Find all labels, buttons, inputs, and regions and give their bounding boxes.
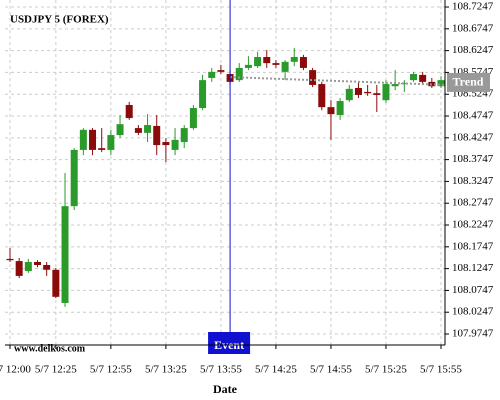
candle-body — [134, 128, 142, 133]
x-tick-label: 5/7 12:55 — [90, 364, 132, 376]
candle-body — [189, 108, 197, 129]
y-tick-label: 108.1247 — [452, 262, 494, 274]
candle-body — [34, 261, 42, 265]
x-tick-label: 5/7 12:00 — [0, 364, 31, 376]
trend-label: Trend — [453, 75, 484, 89]
candle-body — [327, 107, 335, 115]
x-tick-label: 5/7 12:25 — [35, 364, 77, 376]
x-tick-label: 5/7 13:55 — [200, 364, 242, 376]
candle-body — [272, 63, 280, 65]
y-tick-label: 108.4747 — [452, 110, 494, 122]
candle-body — [6, 258, 14, 261]
candle-body — [144, 125, 152, 133]
candle-body — [208, 71, 216, 78]
x-axis-label: Date — [213, 382, 238, 396]
y-tick-label: 108.2247 — [452, 219, 494, 231]
x-tick-label: 5/7 15:25 — [365, 364, 407, 376]
x-tick-label: 5/7 14:55 — [310, 364, 352, 376]
candle-body — [125, 104, 133, 119]
candle-body — [61, 206, 69, 303]
candle-body — [254, 57, 262, 67]
candle-body — [199, 80, 207, 109]
candle-body — [299, 57, 307, 68]
trend-label-box — [447, 72, 490, 92]
candle-body — [244, 64, 252, 68]
candle-body — [354, 87, 362, 95]
candle-body — [382, 84, 390, 101]
candle-body — [70, 149, 78, 207]
candle-body — [281, 61, 289, 72]
y-tick-label: 107.9747 — [452, 328, 494, 340]
candle-body — [217, 70, 225, 72]
x-tick-label: 5/7 15:55 — [420, 364, 462, 376]
y-tick-label: 108.6747 — [452, 22, 494, 34]
y-tick-label: 108.3747 — [452, 153, 494, 165]
y-tick-label: 108.6247 — [452, 44, 494, 56]
candles — [6, 47, 445, 307]
candle-body — [89, 129, 97, 150]
candle-body — [171, 139, 179, 150]
candle-body — [409, 74, 417, 81]
y-tick-label: 108.3247 — [452, 175, 494, 187]
event-label-box — [208, 332, 251, 354]
candle-body — [309, 70, 317, 85]
candle-body — [98, 148, 106, 150]
watermark: www.delkos.com — [14, 343, 86, 354]
y-tick-label: 108.0747 — [452, 284, 494, 296]
y-tick-label: 108.7247 — [452, 1, 494, 13]
candle-body — [419, 74, 427, 82]
candle-body — [336, 101, 344, 116]
candle-body — [364, 91, 372, 94]
candle-body — [235, 67, 243, 81]
candle-body — [318, 84, 326, 108]
grid: 107.9747 108.0247 108.0747 108.1247 108.1747… — [0, 0, 494, 376]
y-tick-label: 108.4247 — [452, 131, 494, 143]
candle-body — [373, 93, 381, 95]
candle-body — [43, 264, 51, 270]
candle-body — [116, 124, 124, 136]
y-tick-label: 108.2747 — [452, 197, 494, 209]
candle-body — [153, 125, 161, 146]
y-tick-label: 108.0247 — [452, 306, 494, 318]
candle-body — [391, 84, 399, 87]
candle-body — [24, 261, 32, 272]
candle-body — [180, 128, 188, 143]
candle-body — [162, 142, 170, 146]
candle-body — [52, 269, 60, 297]
candle-body — [15, 261, 23, 276]
candle-body — [437, 80, 445, 87]
candle-body — [107, 135, 115, 150]
candle-body — [345, 88, 353, 101]
candle-body — [79, 129, 87, 150]
candle-body — [263, 57, 271, 64]
chart-title: USDJPY 5 (FOREX) — [10, 14, 109, 26]
y-tick-label: 108.1747 — [452, 240, 494, 252]
candle-body — [290, 57, 298, 62]
x-tick-label: 5/7 13:25 — [145, 364, 187, 376]
candle-body — [400, 83, 408, 85]
x-tick-label: 5/7 14:25 — [255, 364, 297, 376]
